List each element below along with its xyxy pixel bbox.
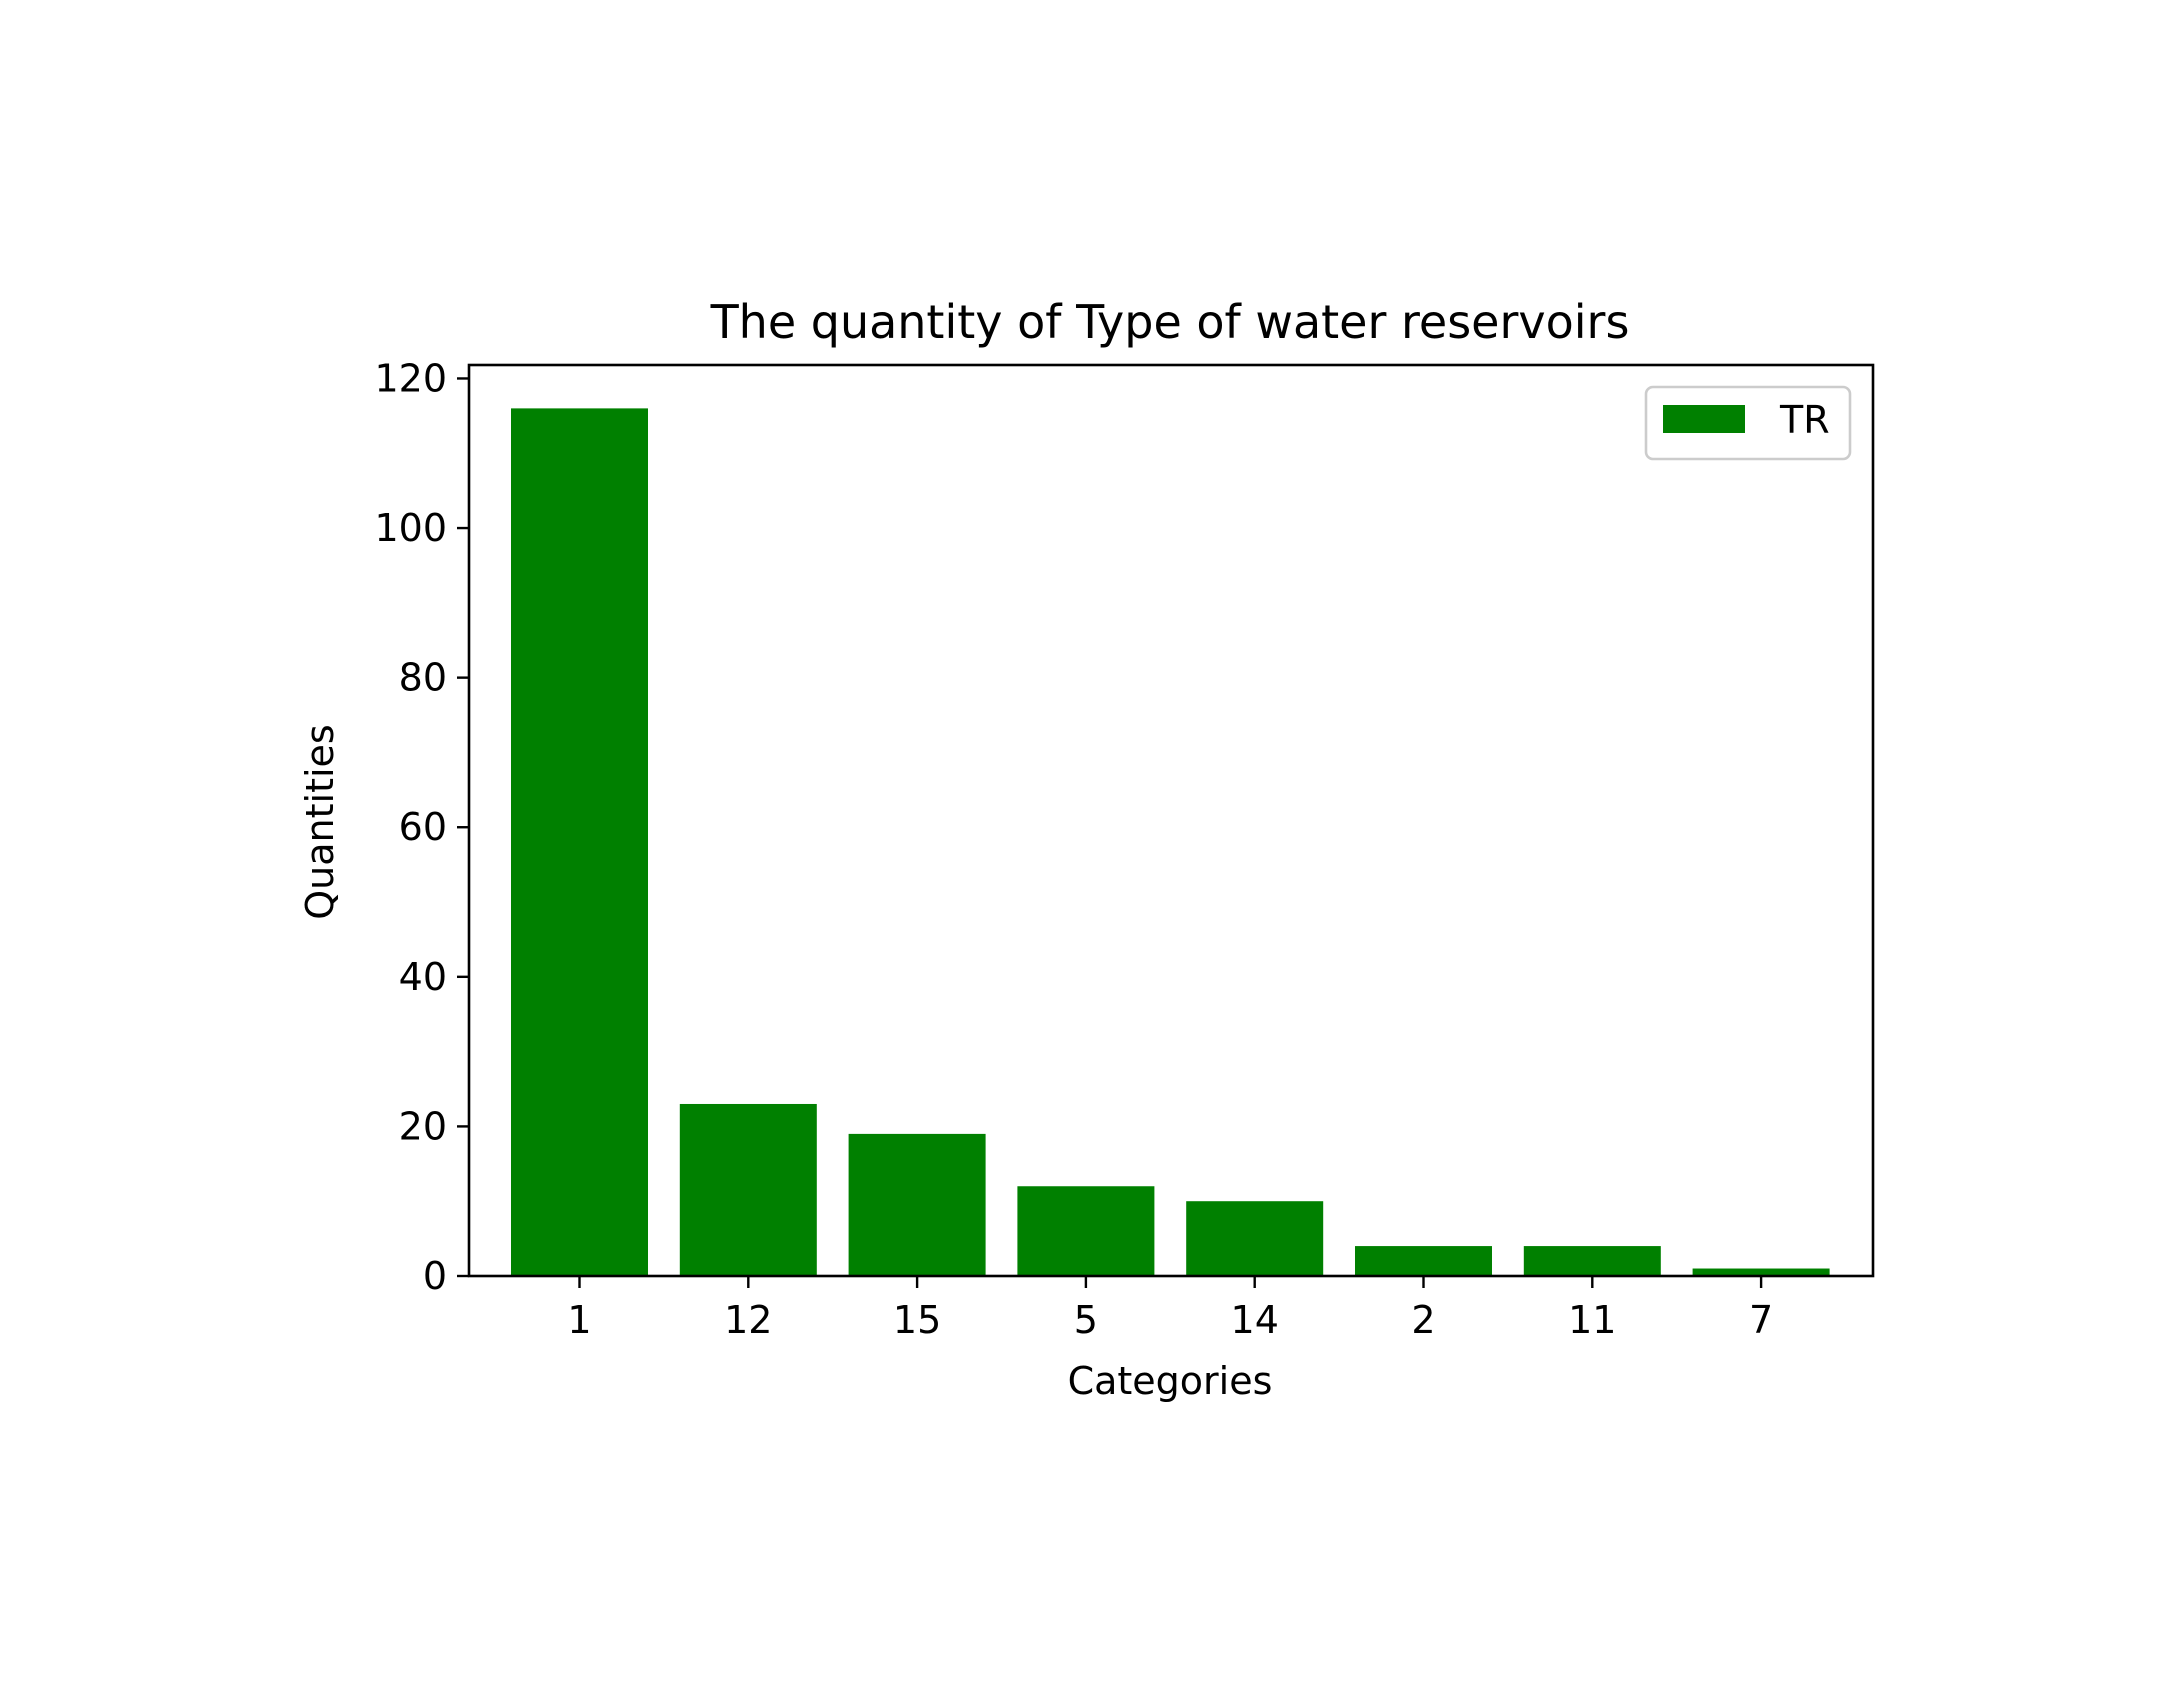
x-tick-label: 15	[893, 1298, 941, 1342]
bar-7	[1692, 1268, 1830, 1276]
x-tick-label: 11	[1568, 1298, 1616, 1342]
x-tick-label: 7	[1749, 1298, 1773, 1342]
legend: TR	[1644, 385, 1852, 461]
chart-title: The quantity of Type of water reservoirs	[710, 295, 1630, 349]
x-axis: 1 12 15 5 14 2 11 7	[567, 1276, 1773, 1342]
bar-12	[679, 1103, 817, 1276]
x-tick-label: 5	[1074, 1298, 1098, 1342]
x-tick-label: 1	[567, 1298, 591, 1342]
bar-14	[1186, 1201, 1324, 1276]
y-axis: 0 20 40 60 80 100 120	[374, 356, 469, 1298]
y-tick-label: 120	[374, 356, 447, 400]
plot-frame	[467, 363, 1875, 1278]
legend-swatch	[1663, 405, 1745, 433]
legend-label: TR	[1779, 398, 1830, 442]
y-tick-label: 40	[399, 955, 447, 999]
y-axis-label: Quantities	[298, 724, 342, 919]
y-tick-label: 100	[374, 506, 447, 550]
x-tick-label: 14	[1231, 1298, 1279, 1342]
bar-1	[511, 408, 648, 1276]
bar-5	[1017, 1186, 1155, 1276]
x-tick-label: 2	[1411, 1298, 1435, 1342]
x-axis-label: Categories	[1068, 1359, 1273, 1403]
bar-2	[1355, 1246, 1492, 1276]
y-tick-label: 60	[399, 805, 447, 849]
bar-11	[1523, 1246, 1661, 1276]
y-tick-label: 80	[399, 656, 447, 700]
bars-group	[511, 408, 1830, 1276]
bar-15	[848, 1133, 986, 1276]
y-tick-label: 0	[423, 1254, 447, 1298]
y-tick-label: 20	[399, 1104, 447, 1148]
x-tick-label: 12	[724, 1298, 772, 1342]
